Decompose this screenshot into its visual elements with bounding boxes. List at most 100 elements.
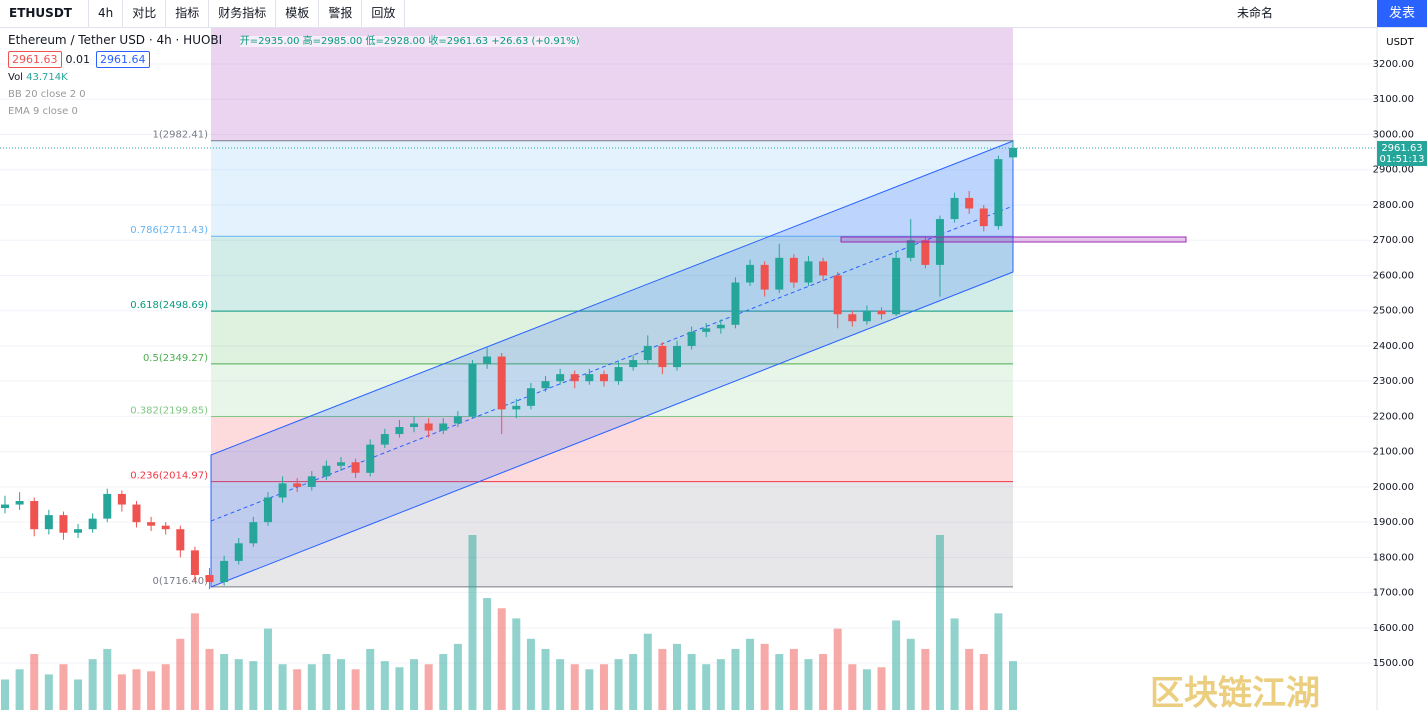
candle-body <box>88 518 97 530</box>
volume-bar <box>337 659 345 710</box>
candle-body <box>74 529 83 533</box>
volume-bar <box>673 643 681 710</box>
candle-body <box>322 465 331 477</box>
y-tick-label: 2700.00 <box>1373 235 1414 246</box>
volume-bar <box>643 633 652 710</box>
y-tick-label: 1500.00 <box>1373 658 1414 669</box>
publish-button[interactable]: 发表 <box>1377 0 1427 27</box>
volume-bar <box>220 654 229 710</box>
candle-body <box>220 560 229 583</box>
volume-bar <box>585 669 594 710</box>
candle-body <box>585 374 594 382</box>
y-tick-label: 2900.00 <box>1373 165 1414 176</box>
fib-band <box>211 236 1013 312</box>
candle-body <box>614 367 623 382</box>
volume-bar <box>731 648 740 710</box>
volume-bar <box>804 659 813 710</box>
candle-body <box>234 543 243 561</box>
volume-bar <box>702 664 711 710</box>
candle-body <box>380 434 389 445</box>
candle-body <box>44 515 53 530</box>
volume-bar <box>965 648 974 710</box>
volume-bar <box>468 535 477 710</box>
bid[interactable]: 2961.63 <box>8 51 62 68</box>
candle-body <box>921 240 930 265</box>
volume-bar <box>497 608 506 710</box>
candle-body <box>541 381 550 389</box>
last-price-tag <box>1377 141 1427 167</box>
candle-body <box>1 504 9 509</box>
candle-body <box>15 501 24 505</box>
volume-bar <box>307 664 316 710</box>
volume-bar <box>1 679 9 710</box>
candle-body <box>30 501 39 530</box>
volume-bar <box>556 659 565 710</box>
volume-bar <box>775 654 784 710</box>
indicator: EMA 9 close 0 <box>8 106 78 117</box>
candle-body <box>205 575 214 583</box>
tool[interactable]: 警报 <box>319 0 363 27</box>
y-tick-label: 2500.00 <box>1373 306 1414 317</box>
volume-bar <box>746 638 755 710</box>
candle-body <box>395 427 404 435</box>
candle-body <box>833 275 842 315</box>
watermark: 区块链江湖 <box>1150 674 1320 710</box>
candle-body <box>483 356 492 364</box>
volume-bar <box>44 674 53 710</box>
candle-body <box>249 522 258 544</box>
volume-bar <box>410 659 419 710</box>
candle-body <box>439 423 448 431</box>
volume-bar <box>541 648 550 710</box>
volume-bar <box>848 664 857 710</box>
vol-label: Vol <box>8 72 23 83</box>
tool[interactable]: 回放 <box>362 0 406 27</box>
candle-body <box>526 388 535 406</box>
fib-label: 0(1716.40) <box>152 576 208 587</box>
candle-body <box>643 345 652 361</box>
candle-body <box>979 208 988 227</box>
legend: Ethereum / Tether USD · 4h · HUOBI 开=293… <box>8 32 580 123</box>
candle-body <box>746 264 755 283</box>
volume-bar <box>950 618 959 710</box>
volume-bar <box>117 674 126 710</box>
volume-bar <box>190 613 199 710</box>
candle-body <box>351 462 360 473</box>
ask[interactable]: 2961.64 <box>96 51 150 68</box>
interval[interactable]: 4h <box>89 0 124 27</box>
tool[interactable]: 指标 <box>166 0 210 27</box>
candle-body <box>278 483 287 498</box>
y-tick-label: 2800.00 <box>1373 200 1414 211</box>
y-tick-label: 2000.00 <box>1373 482 1414 493</box>
volume-bar <box>629 654 638 710</box>
candle-body <box>906 240 915 258</box>
volume-bar <box>88 659 97 710</box>
candle-body <box>789 257 798 283</box>
candle-body <box>161 525 170 530</box>
fib-label: 1(2982.41) <box>152 130 208 141</box>
candle-body <box>59 515 68 533</box>
volume-bar <box>234 659 243 710</box>
tool[interactable]: 财务指标 <box>209 0 277 27</box>
y-tick-label: 2100.00 <box>1373 447 1414 458</box>
candle-body <box>190 550 199 576</box>
candle-body <box>673 345 681 368</box>
volume-bar <box>921 648 930 710</box>
candle-body <box>804 261 813 283</box>
symbol[interactable]: ETHUSDT <box>0 0 89 27</box>
volume-bar <box>293 669 302 710</box>
candle-body <box>862 310 871 322</box>
y-tick-label: 3000.00 <box>1373 129 1414 140</box>
volume-bar <box>935 535 944 710</box>
volume-bar <box>263 628 272 710</box>
volume-bar <box>760 643 769 710</box>
y-tick-label: 1900.00 <box>1373 517 1414 528</box>
candle-body <box>147 522 156 526</box>
candle-body <box>307 476 316 487</box>
tool[interactable]: 对比 <box>123 0 167 27</box>
volume-bar <box>15 669 24 710</box>
volume-bar <box>395 667 404 710</box>
layout-name[interactable]: 未命名 <box>1237 6 1274 20</box>
tool[interactable]: 模板 <box>276 0 320 27</box>
candle-body <box>658 345 667 368</box>
